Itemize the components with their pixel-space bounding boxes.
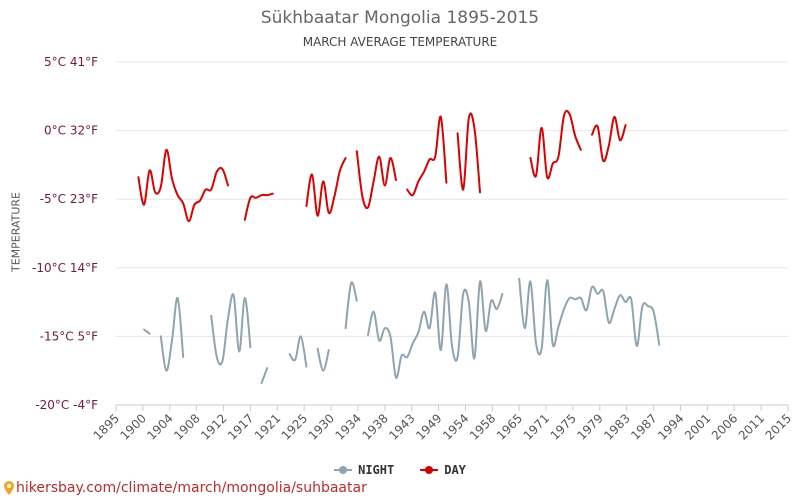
- x-tick-label: 1943: [386, 411, 417, 442]
- source-url: hikersbay.com/climate/march/mongolia/suh…: [16, 480, 367, 496]
- x-tick-label: 1912: [198, 411, 229, 442]
- chart-title: Sükhbaatar Mongolia 1895-2015: [260, 8, 540, 28]
- night-series-line: [210, 293, 252, 366]
- day-series-line: [305, 157, 347, 217]
- x-tick-label: 1975: [548, 411, 579, 442]
- x-tick-label: 1934: [333, 411, 364, 442]
- x-tick-label: 1983: [601, 411, 632, 442]
- y-tick-label: -10°C 14°F: [32, 261, 98, 275]
- day-series-line: [137, 148, 229, 223]
- day-series-line: [591, 115, 627, 163]
- night-series-line: [159, 296, 185, 372]
- x-tick-labels: 1895190019041908191219171921192519301934…: [91, 411, 794, 442]
- x-tick-label: 2001: [682, 411, 713, 442]
- x-tick-label: 1895: [91, 411, 122, 442]
- series-lines: [137, 109, 661, 384]
- legend-item-night[interactable]: NIGHT: [334, 463, 394, 477]
- x-tick-label: 1987: [628, 411, 659, 442]
- x-tick-label: 2011: [736, 411, 767, 442]
- legend-item-day[interactable]: DAY: [420, 463, 466, 477]
- x-tick-label: 1917: [225, 411, 256, 442]
- x-tick-label: 1938: [359, 411, 390, 442]
- night-series-line: [367, 280, 504, 379]
- x-tick-label: 1949: [413, 411, 444, 442]
- y-tick-label: -20°C -4°F: [35, 398, 98, 412]
- x-tick-label: 1994: [655, 411, 686, 442]
- y-tick-labels: 5°C 41°F 0°C 32°F -5°C 23°F -10°C 14°F -15°C…: [32, 55, 98, 412]
- night-series-line: [344, 281, 358, 330]
- x-tick-label: 2006: [709, 411, 740, 442]
- day-series-line: [456, 112, 481, 194]
- x-tick-label: 1908: [171, 411, 202, 442]
- day-series-line: [529, 109, 582, 180]
- y-tick-label: 5°C 41°F: [44, 55, 98, 69]
- day-series-line: [243, 192, 274, 221]
- y-tick-label: 0°C 32°F: [44, 124, 98, 138]
- night-swatch-icon: [334, 465, 353, 475]
- x-tick-label: 1979: [574, 411, 605, 442]
- legend-label-day: DAY: [444, 463, 466, 477]
- x-tick-label: 1954: [440, 411, 471, 442]
- day-series-line: [406, 115, 448, 197]
- y-tick-label: -5°C 23°F: [40, 192, 98, 206]
- x-tick-label: 2015: [763, 411, 794, 442]
- night-series-line: [143, 328, 151, 335]
- y-axis-label: TEMPERATURE: [9, 192, 23, 272]
- y-tick-label: -15°C 5°F: [40, 329, 98, 343]
- x-tick-label: 1958: [467, 411, 498, 442]
- x-tick-label: 1921: [252, 411, 283, 442]
- day-series-line: [355, 150, 397, 210]
- night-series-line: [288, 335, 308, 368]
- x-tick-label: 1904: [144, 411, 175, 442]
- location-pin-icon: [4, 481, 14, 495]
- x-tick-label: 1971: [521, 411, 552, 442]
- x-tick-label: 1930: [306, 411, 337, 442]
- day-swatch-icon: [420, 465, 439, 475]
- legend-label-night: NIGHT: [358, 463, 395, 477]
- night-series-line: [260, 367, 269, 384]
- night-series-line: [316, 347, 330, 372]
- x-tick-label: 1900: [118, 411, 149, 442]
- chart-subtitle: MARCH AVERAGE TEMPERATURE: [302, 35, 498, 49]
- x-tick-label: 1925: [279, 411, 310, 442]
- legend: NIGHT DAY: [0, 463, 800, 477]
- source-link[interactable]: hikersbay.com/climate/march/mongolia/suh…: [4, 480, 367, 496]
- night-series-line: [518, 277, 661, 356]
- x-tick-label: 1965: [494, 411, 525, 442]
